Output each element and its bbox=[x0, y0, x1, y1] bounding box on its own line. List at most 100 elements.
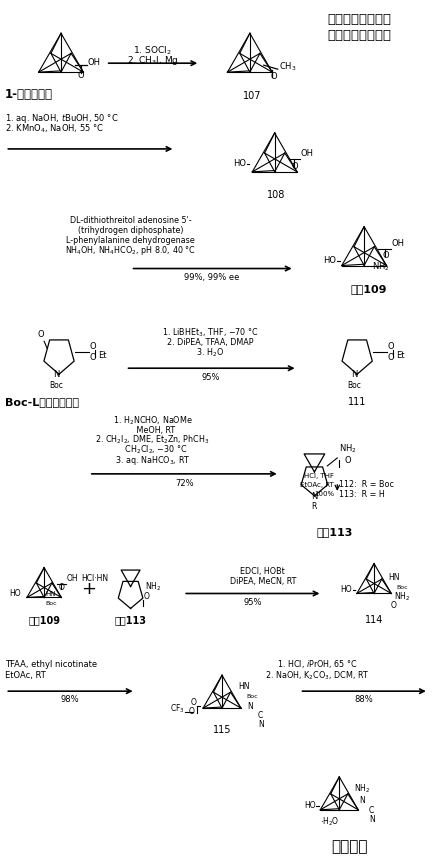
Text: +: + bbox=[81, 580, 97, 597]
Text: HO: HO bbox=[233, 160, 246, 168]
Text: 2. CH$_3$I, Mg: 2. CH$_3$I, Mg bbox=[127, 54, 178, 67]
Text: N: N bbox=[258, 720, 264, 729]
Text: C: C bbox=[369, 806, 374, 815]
Text: NH$_2$: NH$_2$ bbox=[145, 581, 162, 593]
Text: O: O bbox=[383, 251, 389, 260]
Text: 2. CH$_2$I$_2$, DME, Et$_2$Zn, PhCH$_3$: 2. CH$_2$I$_2$, DME, Et$_2$Zn, PhCH$_3$ bbox=[95, 434, 210, 446]
Text: OH: OH bbox=[392, 239, 405, 247]
Text: L-phenylalanine dehydrogenase: L-phenylalanine dehydrogenase bbox=[66, 235, 195, 245]
Text: OH: OH bbox=[88, 57, 101, 67]
Text: 3. aq. NaHCO$_3$, RT: 3. aq. NaHCO$_3$, RT bbox=[115, 454, 190, 467]
Text: 100%: 100% bbox=[314, 490, 334, 496]
Text: 115: 115 bbox=[213, 725, 231, 735]
Text: 1-金刚烷甲酸: 1-金刚烷甲酸 bbox=[4, 88, 52, 101]
Text: O: O bbox=[90, 342, 97, 352]
Text: O: O bbox=[270, 72, 277, 81]
Text: O: O bbox=[37, 331, 44, 339]
Text: 2. NaOH, K$_2$CO$_3$, DCM, RT: 2. NaOH, K$_2$CO$_3$, DCM, RT bbox=[265, 669, 370, 681]
Text: 3. H$_2$O: 3. H$_2$O bbox=[196, 346, 224, 358]
Text: CH$_3$: CH$_3$ bbox=[278, 61, 296, 74]
Text: O: O bbox=[143, 593, 149, 602]
Text: NH$_2$: NH$_2$ bbox=[339, 443, 357, 456]
Text: HCl·HN: HCl·HN bbox=[82, 574, 109, 582]
Text: 前体113: 前体113 bbox=[316, 527, 353, 536]
Text: N: N bbox=[311, 492, 318, 501]
Text: O: O bbox=[78, 70, 84, 80]
Text: O: O bbox=[388, 353, 395, 362]
Text: EDCl, HOBt: EDCl, HOBt bbox=[240, 567, 285, 575]
Text: HN: HN bbox=[388, 573, 400, 582]
Text: 1. H$_2$NCHO, NaOMe: 1. H$_2$NCHO, NaOMe bbox=[113, 414, 192, 426]
Text: 人工合成沙格列汀: 人工合成沙格列汀 bbox=[327, 13, 391, 26]
Text: O: O bbox=[344, 456, 351, 465]
Text: EtOAc, RT: EtOAc, RT bbox=[5, 671, 46, 681]
Text: 114: 114 bbox=[365, 615, 383, 625]
Text: OH: OH bbox=[300, 149, 313, 158]
Text: Boc: Boc bbox=[49, 381, 63, 390]
Text: O: O bbox=[190, 698, 196, 707]
Text: N: N bbox=[247, 702, 253, 711]
Text: $\cdot$H$_2$O: $\cdot$H$_2$O bbox=[320, 816, 339, 828]
Text: Boc: Boc bbox=[347, 381, 361, 390]
Text: O: O bbox=[59, 582, 65, 591]
Text: CH$_2$Cl$_2$, −30 °C: CH$_2$Cl$_2$, −30 °C bbox=[117, 444, 188, 457]
Text: 前体113: 前体113 bbox=[114, 615, 147, 625]
Text: 95%: 95% bbox=[202, 373, 220, 382]
Text: 95%: 95% bbox=[244, 598, 262, 608]
Text: OH: OH bbox=[67, 574, 79, 582]
Text: 99%, 99% ee: 99%, 99% ee bbox=[184, 273, 240, 282]
Text: DiPEA, MeCN, RT: DiPEA, MeCN, RT bbox=[230, 576, 296, 586]
Text: NH$_2$: NH$_2$ bbox=[372, 260, 390, 273]
Text: DL-dithiothreitol adenosine 5'-: DL-dithiothreitol adenosine 5'- bbox=[70, 215, 191, 225]
Text: N: N bbox=[359, 796, 365, 805]
Text: 1. aq. NaOH, $t$BuOH, 50 °C: 1. aq. NaOH, $t$BuOH, 50 °C bbox=[5, 112, 119, 125]
Text: Boc-L焦谷氨酸乙酯: Boc-L焦谷氨酸乙酯 bbox=[5, 397, 80, 407]
Text: 108: 108 bbox=[266, 190, 285, 200]
Text: NH$_2$: NH$_2$ bbox=[354, 783, 371, 795]
Text: 的化学反应路线图: 的化学反应路线图 bbox=[327, 30, 391, 43]
Text: HN: HN bbox=[238, 682, 249, 691]
Text: 1. SOCl$_2$: 1. SOCl$_2$ bbox=[133, 45, 172, 57]
Text: 112:  R = Boc: 112: R = Boc bbox=[339, 480, 394, 489]
Text: NH$_4$OH, NH$_4$HCO$_2$, pH 8.0, 40 °C: NH$_4$OH, NH$_4$HCO$_2$, pH 8.0, 40 °C bbox=[65, 244, 196, 257]
Text: Boc: Boc bbox=[45, 602, 57, 607]
Text: N: N bbox=[351, 370, 357, 379]
Text: O: O bbox=[291, 161, 298, 171]
Text: 111: 111 bbox=[348, 397, 367, 407]
Text: C: C bbox=[258, 711, 263, 720]
Text: NH$_2$: NH$_2$ bbox=[394, 590, 410, 603]
Text: TFAA, ethyl nicotinate: TFAA, ethyl nicotinate bbox=[5, 661, 97, 669]
Text: (trihydrogen diphosphate): (trihydrogen diphosphate) bbox=[78, 226, 183, 234]
Text: Et: Et bbox=[98, 352, 106, 360]
Text: 1. HCl, $i$PrOH, 65 °C: 1. HCl, $i$PrOH, 65 °C bbox=[277, 658, 358, 670]
Text: EtOAc, RT: EtOAc, RT bbox=[300, 482, 334, 488]
Text: MeOH, RT: MeOH, RT bbox=[129, 426, 176, 435]
Text: N: N bbox=[369, 815, 375, 824]
Text: 98%: 98% bbox=[61, 695, 79, 704]
Text: 沙格列汀: 沙格列汀 bbox=[331, 838, 367, 853]
Text: 前体109: 前体109 bbox=[28, 615, 60, 625]
Text: O: O bbox=[90, 353, 97, 362]
Text: HO: HO bbox=[304, 801, 316, 811]
Text: 88%: 88% bbox=[355, 695, 374, 704]
Text: HCl, THF: HCl, THF bbox=[304, 473, 334, 479]
Text: O: O bbox=[391, 602, 397, 610]
Text: 72%: 72% bbox=[175, 479, 194, 488]
Text: N: N bbox=[53, 370, 59, 379]
Text: HO: HO bbox=[341, 585, 352, 594]
Text: 2. DiPEA, TFAA, DMAP: 2. DiPEA, TFAA, DMAP bbox=[167, 339, 253, 347]
Text: R: R bbox=[312, 502, 317, 510]
Text: O: O bbox=[388, 342, 395, 352]
Text: CF$_3$: CF$_3$ bbox=[170, 702, 185, 714]
Text: 113:  R = H: 113: R = H bbox=[339, 490, 385, 499]
Text: HO: HO bbox=[323, 256, 336, 265]
Text: Et: Et bbox=[396, 352, 405, 360]
Text: Boc: Boc bbox=[396, 584, 408, 589]
Text: HO: HO bbox=[10, 589, 21, 598]
Text: HN: HN bbox=[46, 591, 56, 597]
Text: 2. KMnO$_4$, NaOH, 55 °C: 2. KMnO$_4$, NaOH, 55 °C bbox=[5, 123, 105, 135]
Text: O: O bbox=[188, 707, 194, 716]
Text: Boc: Boc bbox=[247, 694, 258, 699]
Text: 107: 107 bbox=[243, 91, 261, 101]
Text: 1. LiBHEt$_3$, THF, −70 °C: 1. LiBHEt$_3$, THF, −70 °C bbox=[162, 326, 258, 339]
